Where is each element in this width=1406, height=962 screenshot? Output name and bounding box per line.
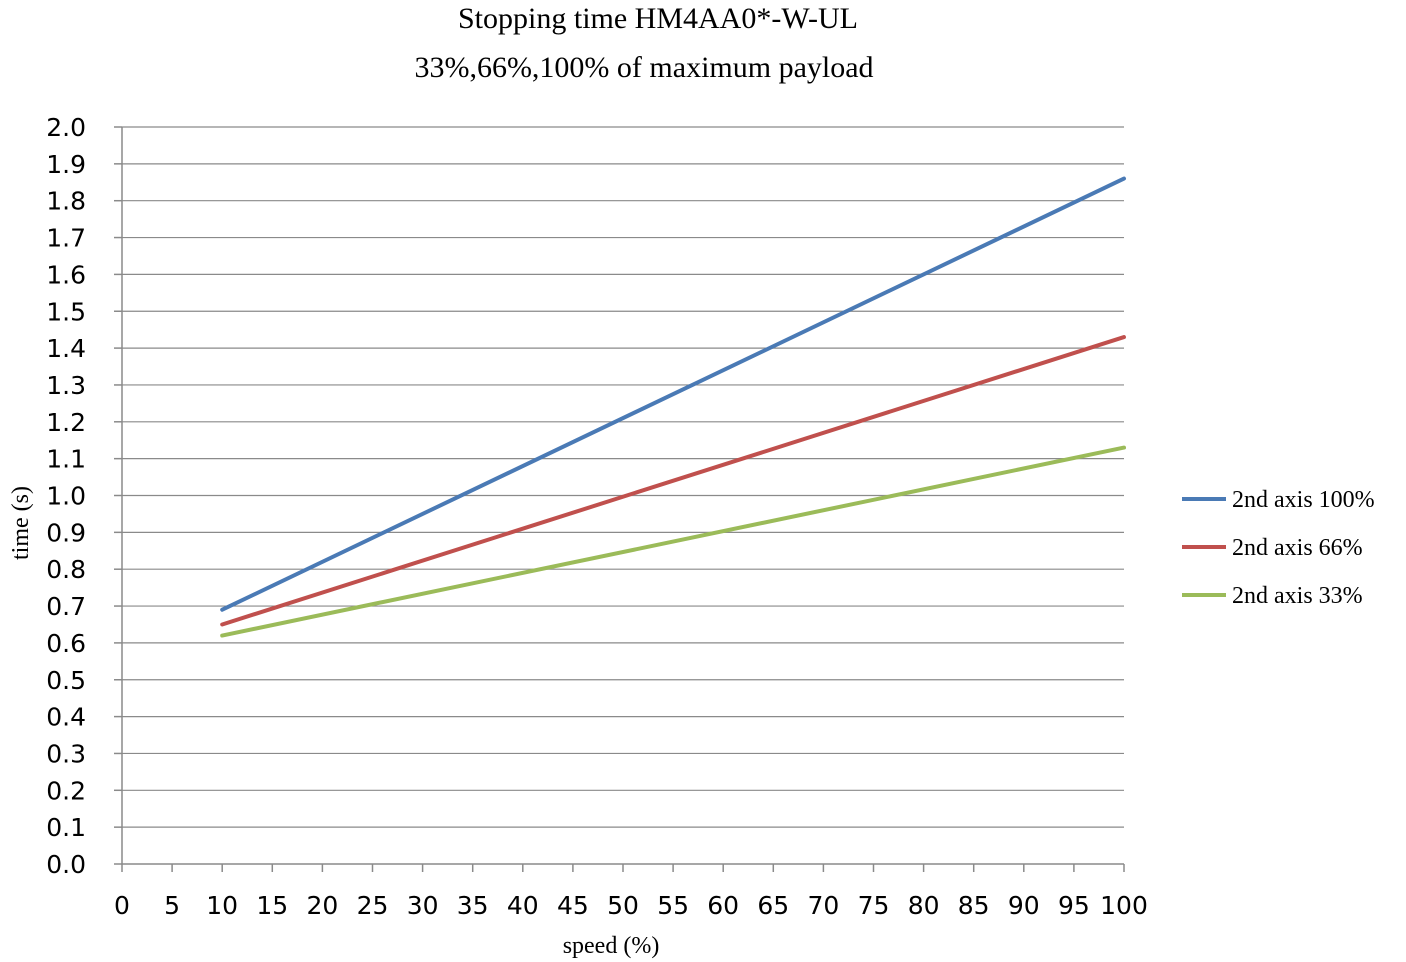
y-tick-label: 2.0	[46, 113, 86, 142]
x-tick-label: 10	[206, 891, 238, 920]
y-tick-label: 1.8	[46, 187, 86, 216]
y-tick-label: 0.1	[46, 813, 86, 842]
x-tick-label: 35	[457, 891, 489, 920]
legend: 2nd axis 100% 2nd axis 66% 2nd axis 33%	[1182, 487, 1375, 609]
y-tick-label: 1.0	[46, 482, 86, 511]
x-tick-label: 15	[256, 891, 288, 920]
y-tick-label: 1.9	[46, 150, 86, 179]
x-tick-label: 25	[357, 891, 389, 920]
y-tick-label: 0.0	[46, 850, 86, 879]
chart-subtitle: 33%,66%,100% of maximum payload	[414, 51, 873, 84]
y-tick-label: 1.4	[46, 334, 86, 363]
legend-label: 2nd axis 33%	[1232, 583, 1363, 609]
y-tick-label: 0.2	[46, 776, 86, 805]
x-tick-label: 60	[707, 891, 739, 920]
y-tick-label: 1.6	[46, 260, 86, 289]
series-lines	[220, 176, 1126, 638]
y-tick-label: 0.6	[46, 629, 86, 658]
axes	[114, 126, 1125, 872]
y-tick-label: 1.5	[46, 297, 86, 326]
y-tick-label: 0.3	[46, 739, 86, 768]
legend-label: 2nd axis 66%	[1232, 535, 1363, 561]
chart-title: Stopping time HM4AA0*-W-UL	[458, 2, 858, 35]
y-tick-label: 0.8	[46, 555, 86, 584]
x-tick-label: 55	[657, 891, 689, 920]
x-tick-label: 85	[958, 891, 990, 920]
y-tick-label: 0.9	[46, 518, 86, 547]
y-tick-label: 0.7	[46, 592, 86, 621]
gridlines	[122, 126, 1124, 828]
x-tick-label: 5	[164, 891, 180, 920]
x-tick-label: 45	[557, 891, 589, 920]
x-tick-label: 20	[306, 891, 338, 920]
y-tick-labels: 0.0 0.1 0.2 0.3 0.4 0.5 0.6 0.7 0.8 0.9 1.0 1.1 1.2 1…	[46, 113, 86, 879]
x-tick-label: 95	[1058, 891, 1090, 920]
x-tick-label: 90	[1008, 891, 1040, 920]
y-axis-label: time (s)	[8, 486, 34, 560]
series-line	[220, 176, 1126, 612]
x-tick-label: 40	[507, 891, 539, 920]
y-tick-label: 1.2	[46, 408, 86, 437]
series-line	[220, 445, 1126, 638]
x-axis-label: speed (%)	[563, 933, 660, 959]
x-tick-label: 65	[757, 891, 789, 920]
x-tick-labels: 0 5 10 15 20 25 30 35 40 45 50 55 60 65 70 75 80 85 90 95 10…	[114, 891, 1148, 920]
y-tick-label: 0.4	[46, 703, 86, 732]
x-tick-label: 0	[114, 891, 130, 920]
x-tick-label: 50	[607, 891, 639, 920]
legend-label: 2nd axis 100%	[1232, 487, 1375, 513]
y-tick-label: 1.3	[46, 371, 86, 400]
y-tick-label: 1.1	[46, 445, 86, 474]
x-tick-label: 80	[908, 891, 940, 920]
y-tick-label: 1.7	[46, 224, 86, 253]
x-tick-label: 70	[807, 891, 839, 920]
y-tick-label: 0.5	[46, 666, 86, 695]
x-tick-label: 75	[858, 891, 890, 920]
series-line	[220, 335, 1126, 627]
x-tick-label: 100	[1100, 891, 1148, 920]
x-tick-label: 30	[407, 891, 439, 920]
